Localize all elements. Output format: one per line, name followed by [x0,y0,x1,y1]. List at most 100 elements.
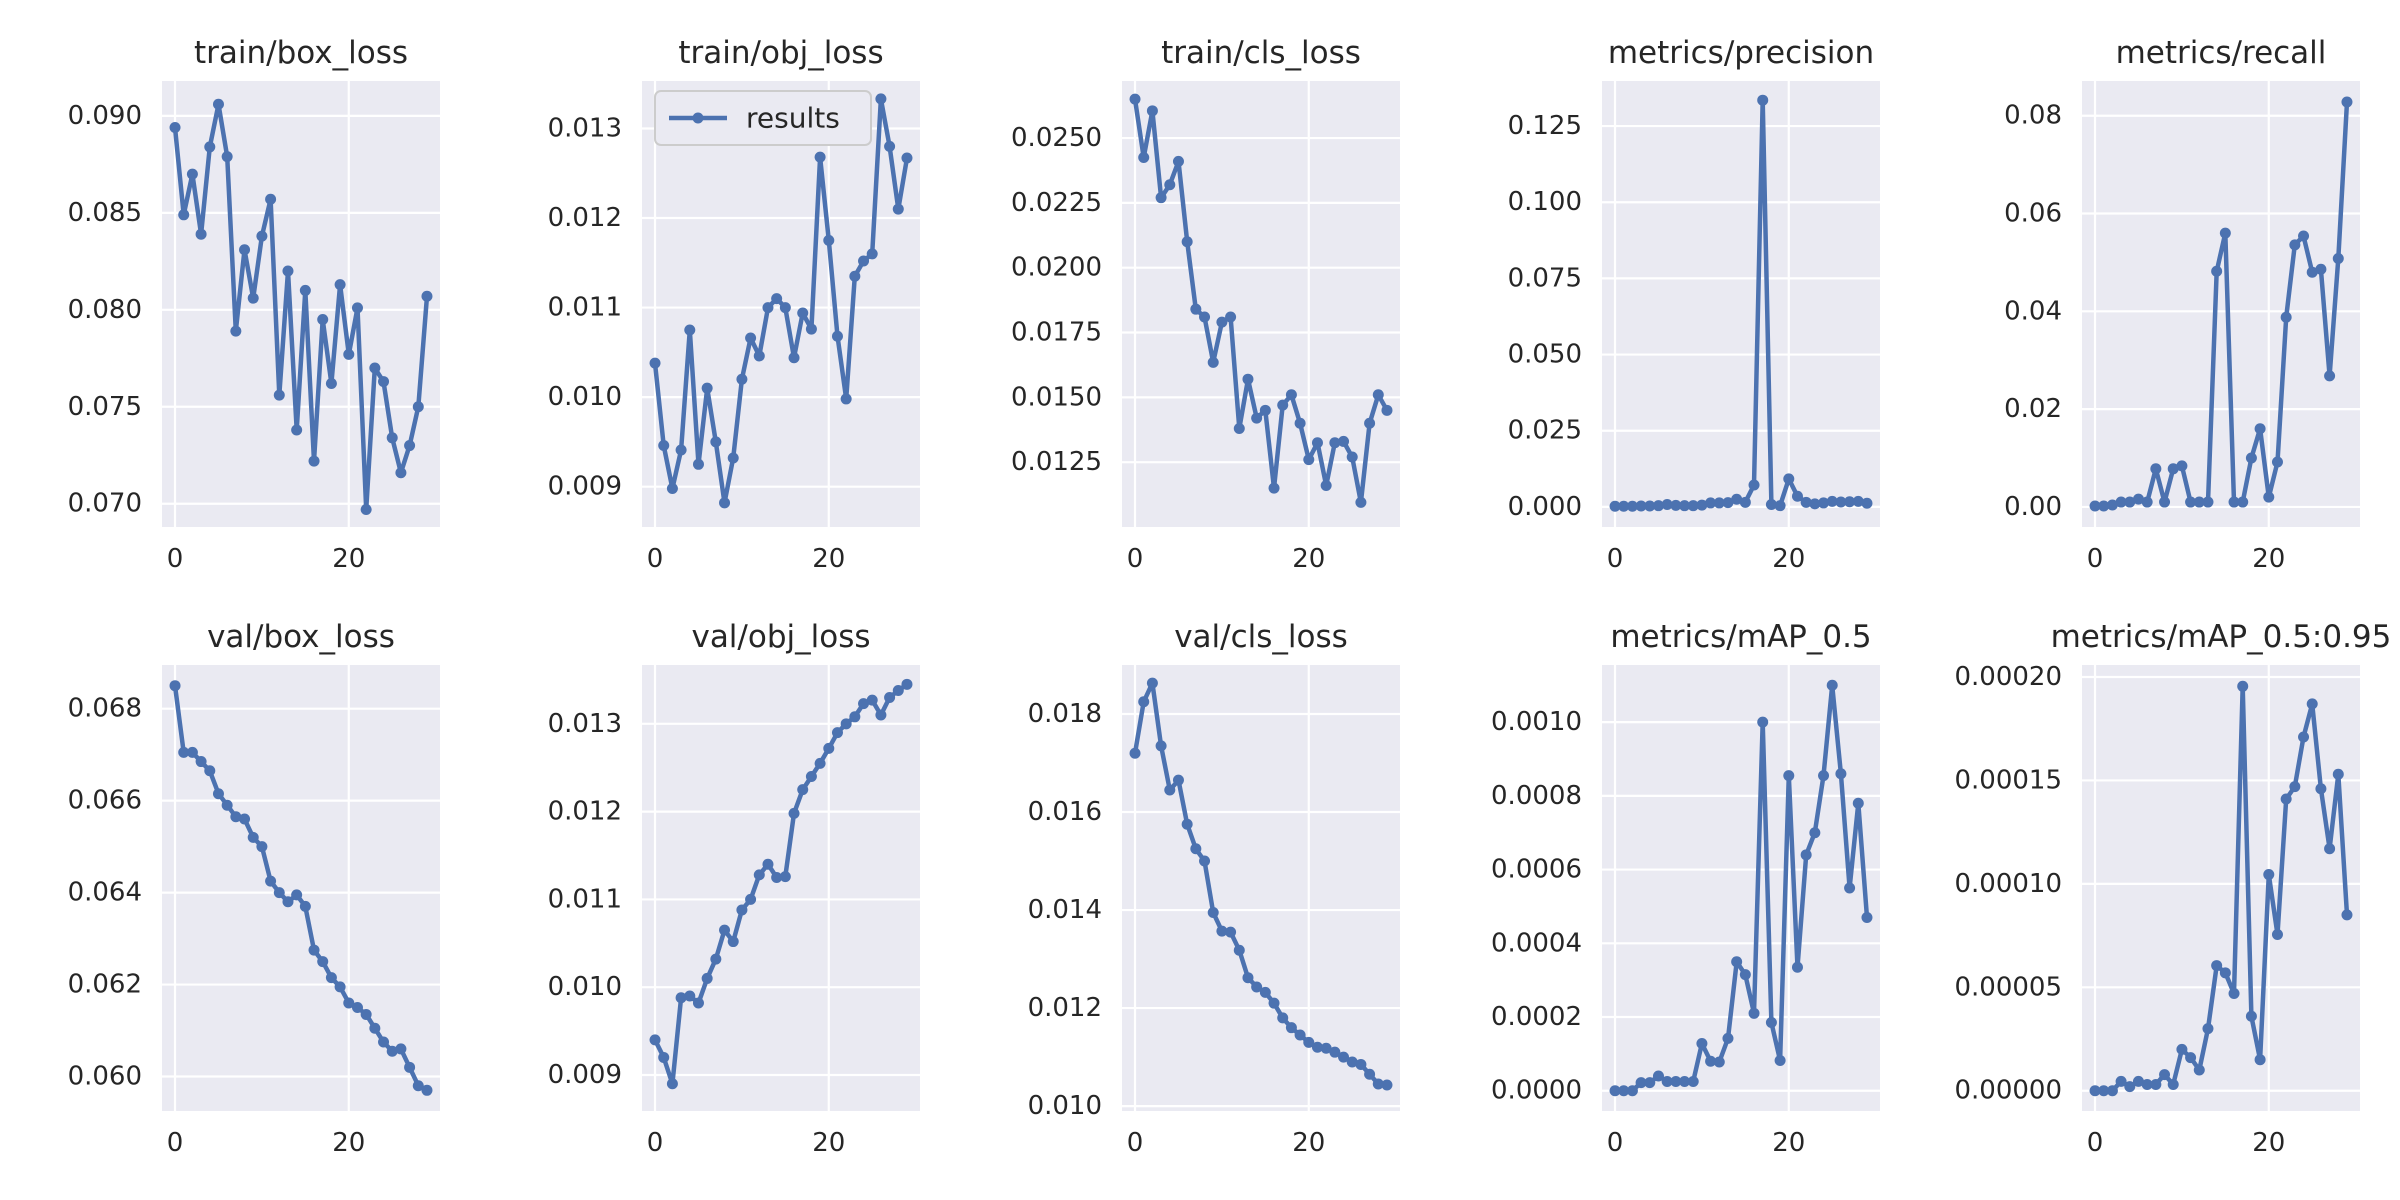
data-point [1329,437,1341,449]
data-point [1381,1079,1393,1091]
subplot-train-obj-loss: 0.009 0.010 0.011 0.012 0.013 0 20 train/obj_lo… [548,35,920,574]
data-point [840,718,852,730]
y-tick-label: 0.080 [68,295,142,325]
y-tick-label: 0.0250 [1011,123,1102,153]
x-tick-label: 20 [2252,1128,2285,1158]
y-tick-label: 0.085 [68,198,142,228]
data-point [753,869,765,881]
data-point [395,1043,407,1055]
data-point [247,831,259,843]
data-point [2106,1085,2118,1097]
data-point [1138,696,1150,708]
data-point [684,990,696,1002]
data-point [1713,497,1725,509]
data-point [1303,1036,1315,1048]
data-point [1138,151,1150,163]
data-point [2202,496,2214,508]
data-point [745,332,757,344]
data-point [666,482,678,494]
data-point [1199,855,1211,867]
data-point [1705,1055,1717,1067]
data-point [2271,929,2283,941]
data-point [404,440,416,452]
data-point [771,293,783,305]
data-point [2228,988,2240,1000]
data-point [1626,500,1638,512]
x-tick-label: 20 [1292,1128,1325,1158]
y-tick-label: 0.060 [68,1062,142,1092]
data-point [1748,1007,1760,1019]
data-point [649,357,661,369]
data-point [186,746,198,758]
data-point [1225,926,1237,938]
data-point [814,151,826,163]
data-point [360,504,372,516]
data-point [797,307,809,319]
y-tick-label: 0.011 [548,884,622,914]
data-point [1852,797,1864,809]
data-point [2106,499,2118,511]
data-point [1791,490,1803,502]
data-point [701,382,713,394]
data-point [1757,94,1769,106]
data-point [2089,1085,2101,1097]
x-tick-label: 0 [1607,1128,1624,1158]
y-tick-label: 0.066 [68,786,142,816]
data-point [753,350,765,362]
data-point [901,678,913,690]
data-point [1818,770,1830,782]
data-point [1372,389,1384,401]
x-tick-label: 20 [1772,544,1805,574]
subplot-title: val/obj_loss [691,619,870,655]
data-point [1285,1022,1297,1034]
data-point [299,900,311,912]
data-point [404,1061,416,1073]
legend-frame [654,90,872,146]
data-point [1696,1038,1708,1050]
data-point [325,378,337,390]
data-point [2167,463,2179,475]
data-point [710,953,722,965]
y-tick-label: 0.02 [2004,394,2062,424]
data-point [2271,456,2283,468]
data-point [273,887,285,899]
y-tick-label: 0.00000 [1954,1076,2062,1106]
data-point [325,972,337,984]
data-point [1861,497,1873,509]
data-point [1320,1042,1332,1054]
data-point [1251,981,1263,993]
data-point [1259,404,1271,416]
data-point [1618,1085,1630,1097]
subplot-metrics-recall: 0.00 0.02 0.04 0.06 0.08 0 20 metrics/recall [2004,35,2360,574]
data-point [2185,1052,2197,1064]
data-point [2298,731,2310,743]
data-point [1329,1046,1341,1058]
data-point [1791,961,1803,973]
data-point [369,362,381,374]
data-point [273,389,285,401]
x-tick-label: 0 [647,1128,664,1158]
subplot-val-cls-loss: 0.010 0.012 0.014 0.016 0.018 0 20 val/cls_loss [1028,619,1400,1158]
data-point [2141,496,2153,508]
data-point [2132,1075,2144,1087]
data-point [308,455,320,467]
x-tick-label: 0 [1607,544,1624,574]
data-point [1242,972,1254,984]
data-point [1129,93,1141,105]
data-point [1644,1077,1656,1089]
y-tick-label: 0.068 [68,694,142,724]
data-point [1225,311,1237,323]
x-tick-label: 0 [647,544,664,574]
data-point [692,458,704,470]
data-point [1346,451,1358,463]
x-tick-label: 0 [2087,1128,2104,1158]
data-point [866,248,878,260]
data-point [2176,460,2188,472]
data-point [421,1084,433,1096]
data-point [1739,969,1751,981]
data-point [1190,843,1202,855]
data-point [797,784,809,796]
data-point [221,799,233,811]
data-point [412,1080,424,1092]
